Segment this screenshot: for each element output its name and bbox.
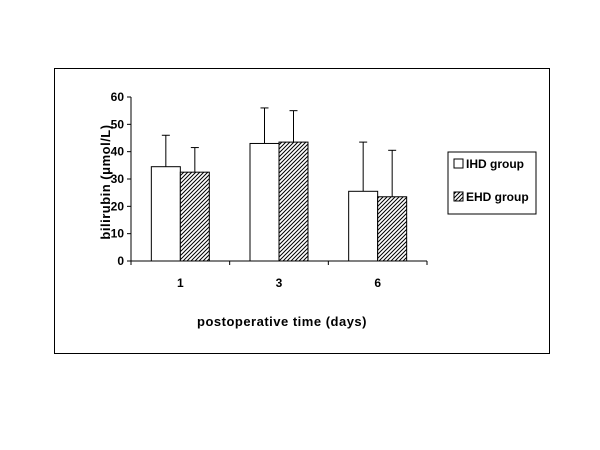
x-tick-label: 1	[177, 276, 184, 290]
y-tick-label: 60	[111, 90, 125, 104]
y-tick-label: 10	[111, 227, 125, 241]
x-tick-label: 3	[276, 276, 283, 290]
y-tick-label: 30	[111, 172, 125, 186]
legend-swatch-ehd	[453, 191, 464, 202]
bar-ihd	[150, 166, 181, 262]
y-tick-label: 20	[111, 199, 125, 213]
bar-ihd	[249, 142, 280, 262]
bar-ehd	[377, 196, 408, 262]
legend-label-ehd: EHD group	[466, 190, 529, 204]
y-tick-label: 0	[117, 254, 124, 268]
y-tick-label: 40	[111, 145, 125, 159]
legend: IHD group EHD group	[447, 151, 537, 215]
legend-swatch-ihd	[453, 158, 464, 169]
bar-ehd	[179, 171, 210, 262]
x-tick-label: 6	[374, 276, 381, 290]
y-tick-label: 50	[111, 117, 125, 131]
bar-ehd	[278, 141, 309, 262]
x-axis-title: postoperative time (days)	[197, 314, 367, 329]
bar-ihd	[348, 190, 379, 262]
plot-area: 0 10 20 30 40 50 60 1 3 6	[111, 90, 428, 290]
y-axis-title: bilirubin (μmol/L)	[98, 124, 113, 239]
legend-label-ihd: IHD group	[466, 157, 524, 171]
